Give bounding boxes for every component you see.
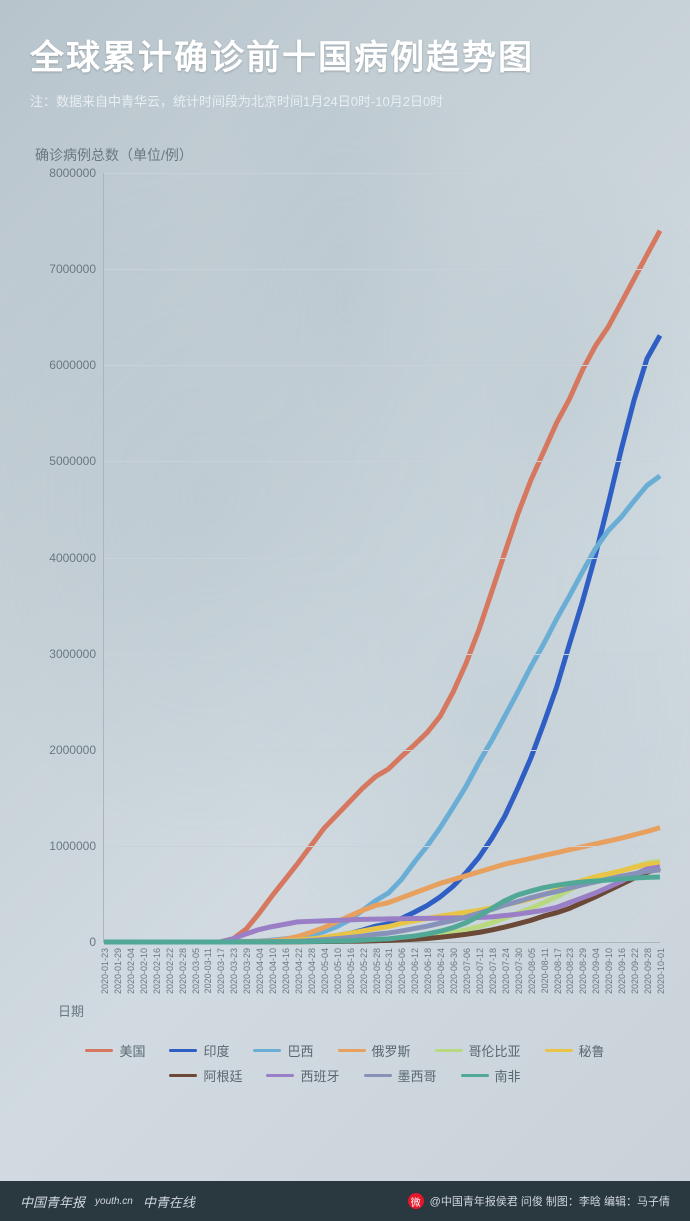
xtick: 2020-08-17	[553, 942, 563, 994]
xtick: 2020-09-10	[604, 942, 614, 994]
series-line	[104, 476, 660, 942]
xtick: 2020-05-31	[384, 942, 394, 994]
gridline	[104, 750, 660, 751]
gridline	[104, 173, 660, 174]
xtick: 2020-04-04	[255, 942, 265, 994]
xtick: 2020-02-04	[126, 942, 136, 994]
logo-1: 中国青年报	[20, 1192, 85, 1211]
xtick: 2020-02-10	[139, 942, 149, 994]
xtick: 2020-06-18	[423, 942, 433, 994]
xtick: 2020-03-17	[216, 942, 226, 994]
ytick: 2000000	[49, 743, 104, 757]
series-line	[104, 335, 660, 942]
xtick: 2020-06-12	[410, 942, 420, 994]
footer-credit: 微 @中国青年报侯君 问俊 制图：李晗 编辑：马子倩	[408, 1193, 670, 1209]
xtick: 2020-06-30	[449, 942, 459, 994]
xtick: 2020-03-11	[203, 942, 213, 993]
xtick: 2020-08-29	[578, 942, 588, 994]
xtick: 2020-04-10	[268, 942, 278, 994]
xtick: 2020-03-29	[242, 942, 252, 994]
xtick: 2020-04-22	[294, 942, 304, 994]
xtick: 2020-09-22	[630, 942, 640, 994]
xtick: 2020-05-16	[346, 942, 356, 994]
subtitle: 注：数据来自中青华云，统计时间段为北京时间1月24日0时-10月2日0时	[30, 91, 660, 110]
xtick: 2020-07-24	[501, 942, 511, 994]
ytick: 3000000	[49, 647, 104, 661]
gridline	[104, 654, 660, 655]
xtick: 2020-08-23	[565, 942, 575, 994]
xtick: 2020-09-16	[617, 942, 627, 994]
xtick: 2020-09-28	[643, 942, 653, 994]
xtick: 2020-10-01	[656, 942, 666, 994]
gridline	[104, 461, 660, 462]
logo-3: 中青在线	[143, 1192, 195, 1211]
gridline	[104, 846, 660, 847]
xtick: 2020-03-23	[229, 942, 239, 994]
logo-2: youth.cn	[95, 1196, 133, 1207]
xtick: 2020-04-28	[307, 942, 317, 994]
header: 全球累计确诊前十国病例趋势图 注：数据来自中青华云，统计时间段为北京时间1月24…	[0, 0, 690, 120]
ytick: 5000000	[49, 454, 104, 468]
xtick: 2020-06-24	[436, 942, 446, 994]
xtick: 2020-02-22	[165, 942, 175, 994]
chart-area: 0100000020000003000000400000050000006000…	[28, 173, 660, 1023]
credit-text: @中国青年报侯君 问俊 制图：李晗 编辑：马子倩	[430, 1193, 670, 1209]
weibo-icon: 微	[408, 1193, 424, 1209]
xaxis-label: 日期	[58, 1001, 84, 1020]
xtick: 2020-02-28	[178, 942, 188, 994]
xtick: 2020-05-28	[372, 942, 382, 994]
footer-logos: 中国青年报 youth.cn 中青在线	[20, 1192, 195, 1211]
xtick: 2020-07-12	[475, 942, 485, 994]
gridline	[104, 269, 660, 270]
xtick: 2020-06-06	[397, 942, 407, 994]
xtick: 2020-02-16	[152, 942, 162, 994]
ytick: 6000000	[49, 358, 104, 372]
xtick: 2020-05-04	[320, 942, 330, 994]
xtick: 2020-08-11	[540, 942, 550, 993]
page-title: 全球累计确诊前十国病例趋势图	[30, 30, 660, 79]
xtick: 2020-05-22	[359, 942, 369, 994]
xtick: 2020-07-30	[514, 942, 524, 994]
xtick: 2020-08-05	[527, 942, 537, 994]
ytick: 8000000	[49, 166, 104, 180]
xtick: 2020-01-29	[113, 942, 123, 994]
ytick: 4000000	[49, 551, 104, 565]
xtick: 2020-07-06	[462, 942, 472, 994]
xtick: 2020-07-18	[488, 942, 498, 994]
gridline	[104, 558, 660, 559]
gridline	[104, 365, 660, 366]
plot: 0100000020000003000000400000050000006000…	[103, 173, 660, 943]
xtick: 2020-05-10	[333, 942, 343, 994]
xtick: 2020-01-23	[100, 942, 110, 994]
ytick: 1000000	[49, 839, 104, 853]
xtick: 2020-03-05	[191, 942, 201, 994]
xtick: 2020-09-04	[591, 942, 601, 994]
xtick: 2020-04-16	[281, 942, 291, 994]
ytick: 7000000	[49, 262, 104, 276]
footer: 中国青年报 youth.cn 中青在线 微 @中国青年报侯君 问俊 制图：李晗 …	[0, 1181, 690, 1221]
